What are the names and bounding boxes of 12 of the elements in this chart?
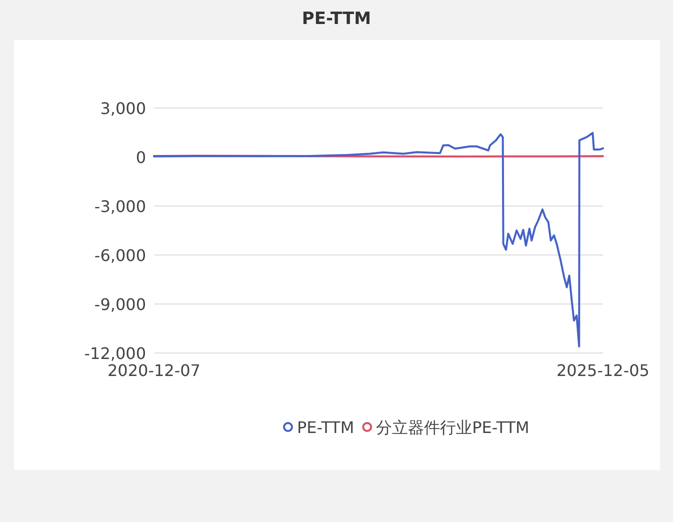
chart-title: PE-TTM xyxy=(302,9,372,29)
legend-label: 分立器件行业PE-TTM xyxy=(376,418,530,437)
legend-label: PE-TTM xyxy=(297,418,354,437)
y-tick-label: -6,000 xyxy=(94,246,146,265)
line-series xyxy=(153,132,604,348)
y-tick-label: 3,000 xyxy=(100,99,146,118)
y-tick-label: 0 xyxy=(136,148,146,167)
y-tick-label: -12,000 xyxy=(84,344,146,363)
y-tick-label: -3,000 xyxy=(94,197,146,216)
y-tick-label: -9,000 xyxy=(94,295,146,314)
x-tick-label: 2020-12-07 xyxy=(108,361,200,380)
x-tick-label: 2025-12-05 xyxy=(556,361,650,380)
